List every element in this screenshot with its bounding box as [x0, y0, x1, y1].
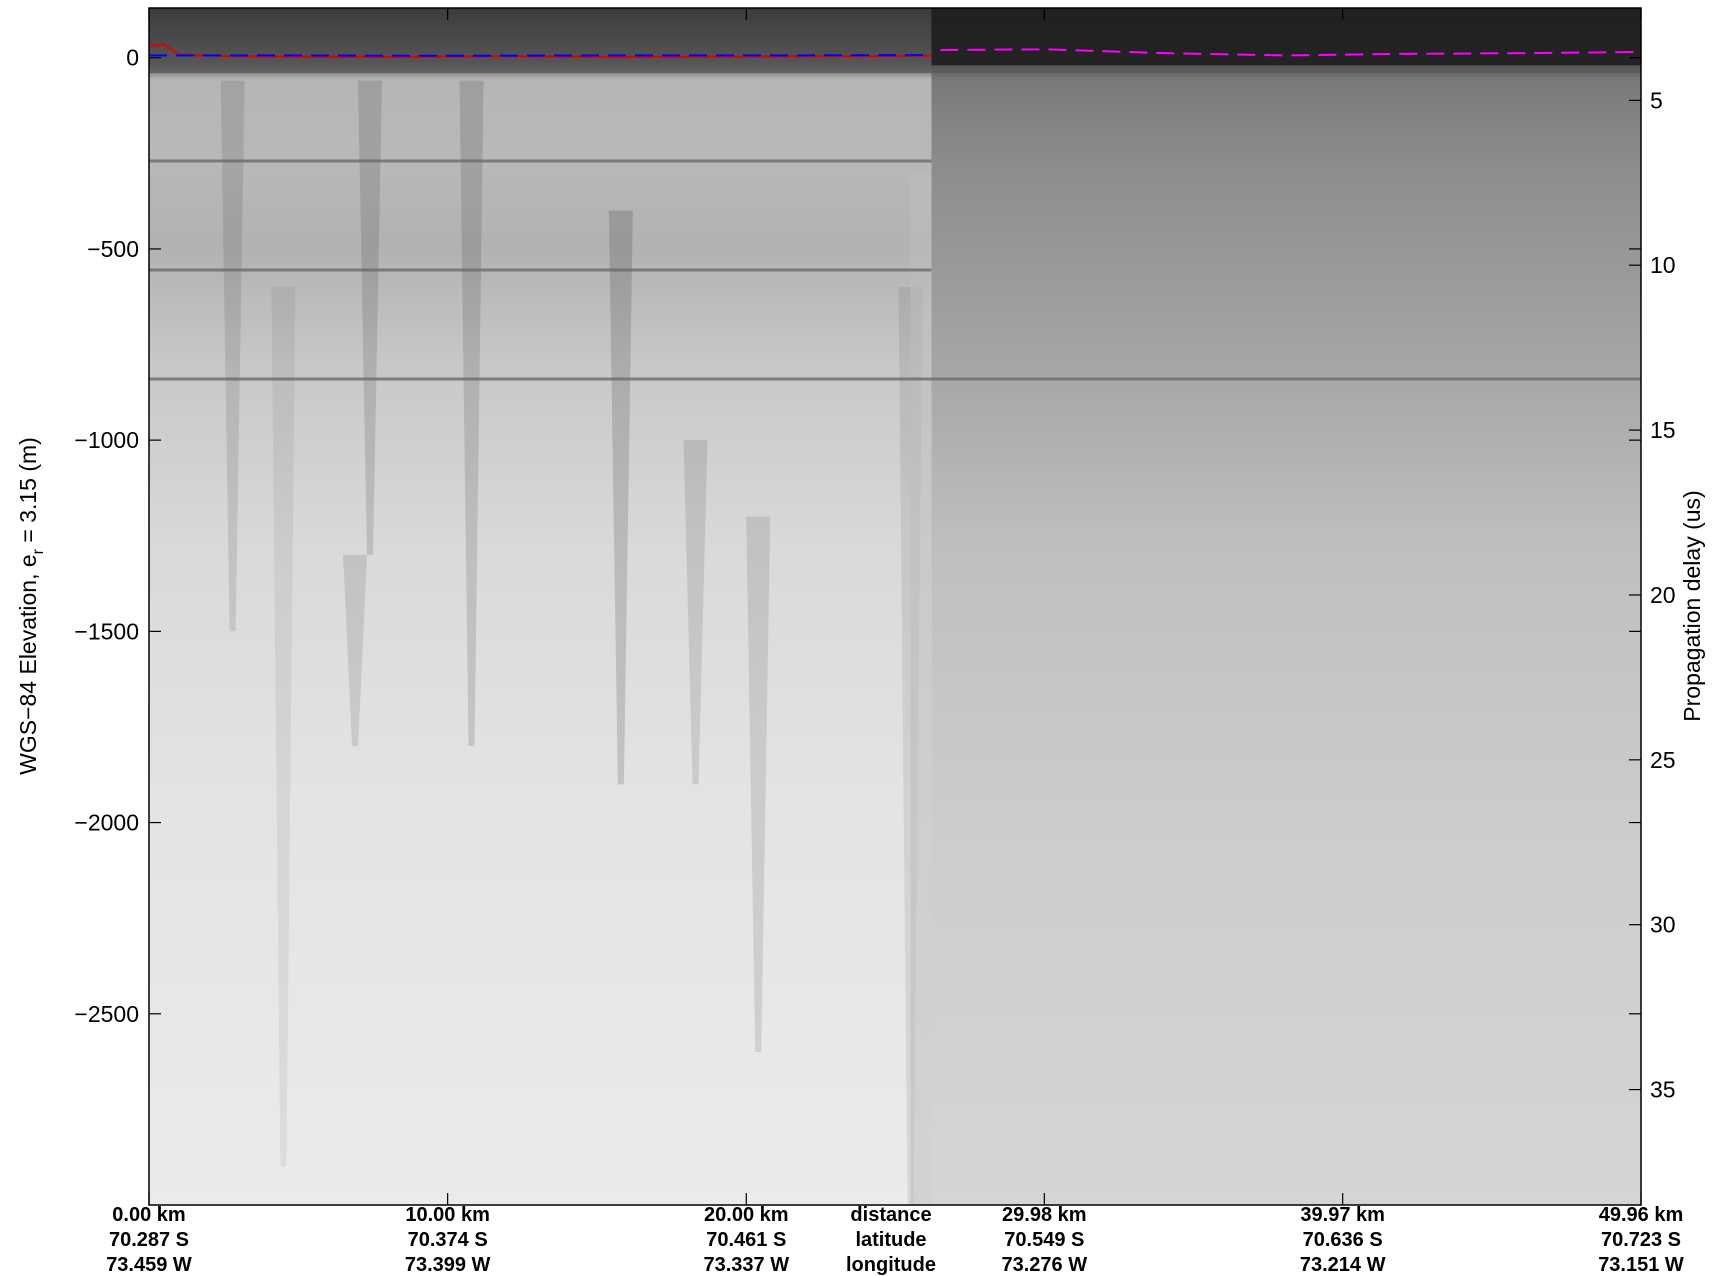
surface-pick-0 [149, 43, 932, 58]
y-axis-title-left-subscript: r [30, 548, 47, 554]
x-latitude-label: 70.549 S [1004, 1229, 1084, 1251]
echogram-left-segment [149, 8, 932, 1205]
x-distance-label: 49.96 km [1599, 1204, 1684, 1226]
right-tick-label: 20 [1650, 582, 1676, 608]
echogram-streak-3 [608, 210, 633, 785]
x-latitude-label: 70.287 S [109, 1229, 189, 1251]
left-tick-label: −2500 [74, 1001, 139, 1027]
right-tick-label: 10 [1650, 252, 1676, 278]
right-tick-label: 15 [1650, 417, 1676, 443]
right-tick-label: 30 [1650, 912, 1676, 938]
x-latitude-label: 70.461 S [706, 1229, 786, 1251]
y-axis-title-right: Propagation delay (us) [1679, 490, 1705, 721]
x-distance-label: 39.97 km [1300, 1204, 1385, 1226]
x-distance-label: 20.00 km [704, 1204, 789, 1226]
x-longitude-label: 73.276 W [1002, 1254, 1088, 1276]
surface-picks [149, 43, 1641, 58]
x-longitude-label: 73.459 W [106, 1254, 192, 1276]
plot-frame [148, 7, 1642, 1206]
echogram-image [149, 8, 1641, 1205]
echogram-surface-band-right [931, 8, 1641, 66]
echogram-streak-0 [220, 80, 245, 632]
left-axis-ticks: 0 −500 −1000 −1500 −2000 −2500 [74, 45, 1641, 1027]
right-tick-label: 35 [1650, 1077, 1676, 1103]
x-distance-label: 10.00 km [405, 1204, 490, 1226]
x-row-caption-latitude: latitude [855, 1229, 926, 1251]
left-tick-label: −1000 [74, 427, 139, 453]
echogram-streak-4 [683, 440, 708, 785]
x-row-caption-longitude: longitude [846, 1254, 936, 1276]
echogram-streak-7 [343, 554, 368, 747]
right-tick-label: 25 [1650, 747, 1676, 773]
y-axis-title-left-tail: = 3.15 (m) [15, 437, 41, 549]
x-longitude-label: 73.151 W [1598, 1254, 1684, 1276]
y-axis-title-left-main: WGS−84 Elevation, e [15, 554, 41, 775]
right-tick-label: 5 [1650, 87, 1663, 113]
x-axis-ticks: 0.00 km 70.287 S 73.459 W 10.00 km 70.374 S 7… [106, 8, 1684, 1276]
x-longitude-label: 73.399 W [405, 1254, 491, 1276]
echogram-streak-2 [459, 80, 484, 747]
x-latitude-label: 70.723 S [1601, 1229, 1681, 1251]
x-longitude-label: 73.337 W [703, 1254, 789, 1276]
internal-layers [149, 159, 1641, 381]
left-tick-label: 0 [126, 45, 139, 71]
echogram-streak-5 [746, 516, 771, 1053]
x-distance-label: 0.00 km [112, 1204, 185, 1226]
y-axis-title-left: WGS−84 Elevation, er = 3.15 (m) [15, 437, 47, 775]
x-latitude-label: 70.636 S [1303, 1229, 1383, 1251]
echogram-right-segment [931, 8, 1641, 1205]
echogram-streak-1 [357, 80, 382, 555]
x-latitude-label: 70.374 S [408, 1229, 488, 1251]
x-row-caption-distance: distance [850, 1204, 931, 1226]
echogram-transition-zone [910, 172, 932, 1205]
echogram-streak-8 [271, 287, 296, 1167]
left-tick-label: −500 [87, 236, 139, 262]
left-tick-label: −2000 [74, 810, 139, 836]
surface-pick-1 [149, 54, 932, 57]
right-axis-ticks: 5 10 15 20 25 30 35 [1629, 87, 1676, 1103]
x-longitude-label: 73.214 W [1300, 1254, 1386, 1276]
surface-pick-2 [940, 48, 1641, 57]
x-distance-label: 29.98 km [1002, 1204, 1087, 1226]
left-tick-label: −1500 [74, 618, 139, 644]
